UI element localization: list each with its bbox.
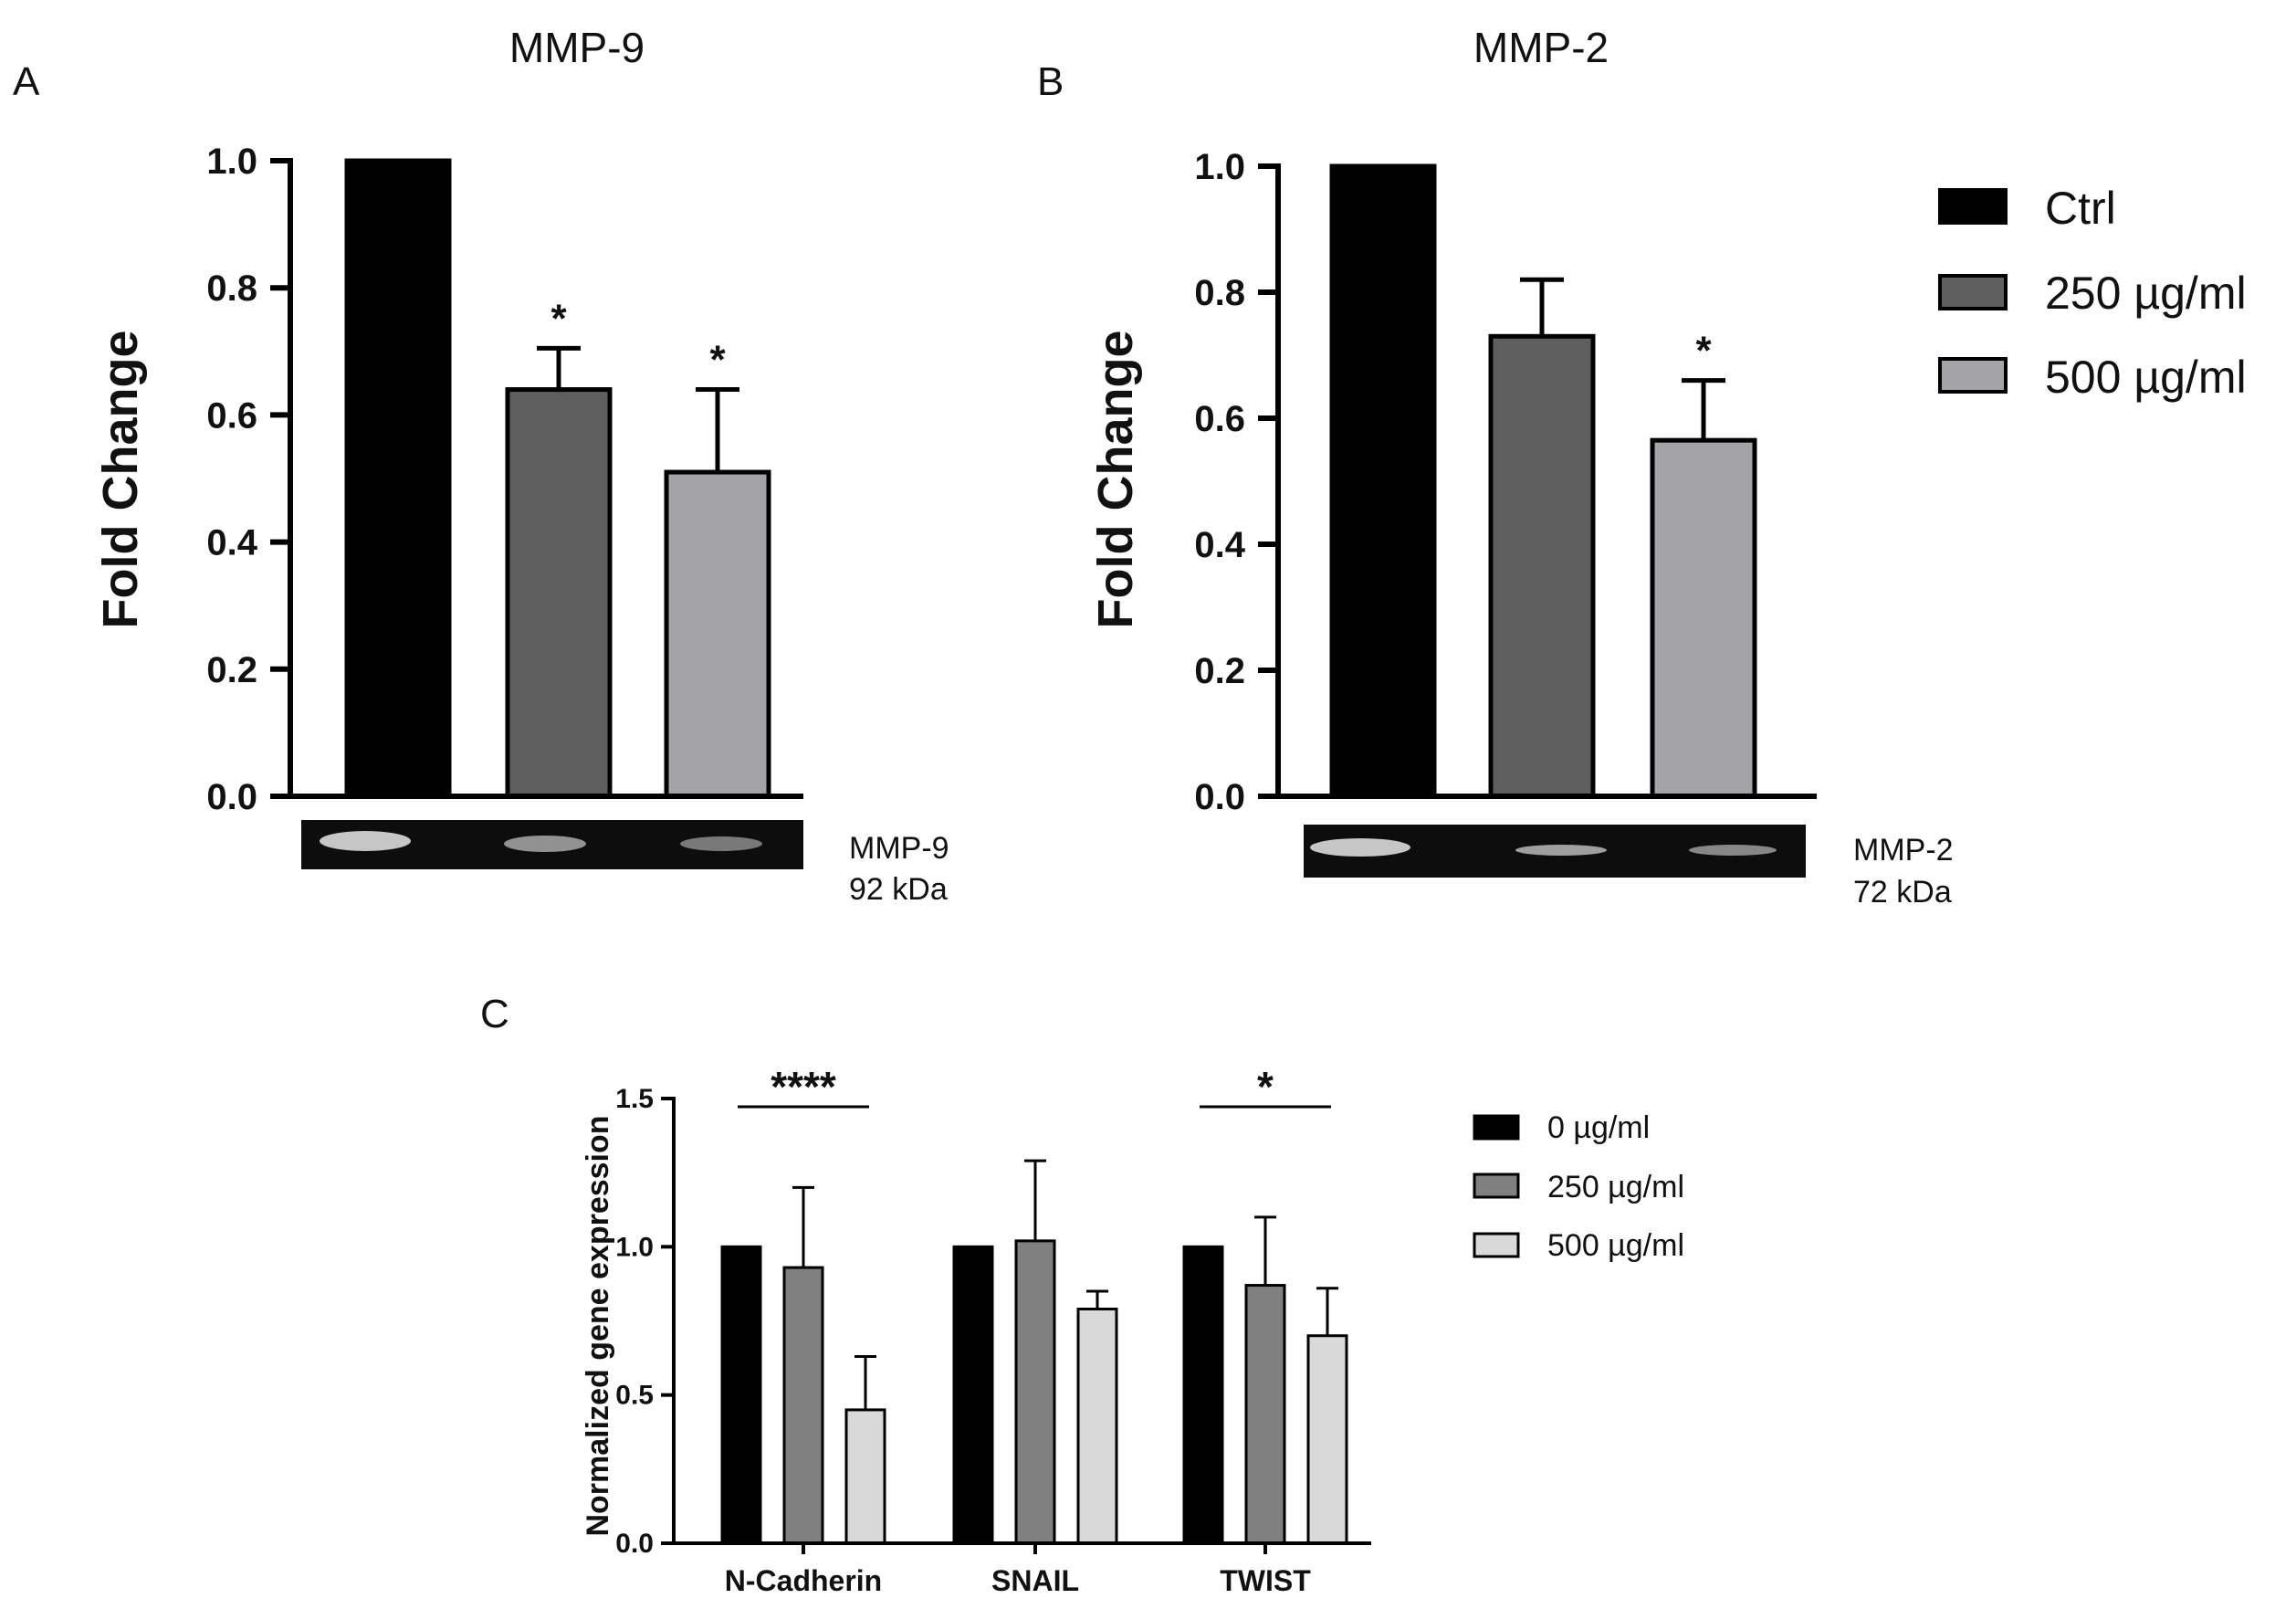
legend-label-ctrl: Ctrl bbox=[2045, 183, 2116, 234]
legend-label-0: 0 µg/ml bbox=[1547, 1110, 1650, 1145]
panel-b: B MMP-2 Fold Change 0.0 0.2 0.4 0.6 0.8 … bbox=[1037, 24, 2247, 910]
bar bbox=[1650, 437, 1757, 799]
legend-label-500: 500 µg/ml bbox=[2045, 352, 2247, 403]
x-category-labels-c: N-Cadherin SNAIL TWIST bbox=[725, 1564, 1311, 1597]
y-axis-label-c: Normalized gene expression bbox=[581, 1115, 615, 1536]
bar bbox=[1306, 1334, 1348, 1545]
y-tick-labels-b: 0.0 0.2 0.4 0.6 0.8 1.0 bbox=[1194, 147, 1245, 817]
legend-swatch-250 bbox=[1938, 274, 2008, 310]
bar bbox=[844, 1408, 886, 1545]
y-tick-label: 0.0 bbox=[615, 1529, 654, 1559]
blot-label-a: MMP-9 bbox=[849, 831, 949, 866]
bar bbox=[1014, 1239, 1056, 1545]
legend-swatch-ctrl bbox=[1938, 188, 2008, 225]
significance-mark: * bbox=[1257, 1063, 1274, 1110]
western-blot-a bbox=[301, 820, 803, 869]
panel-c: C Normalized gene expression 0.0 0.5 1.0… bbox=[480, 992, 1684, 1597]
bar bbox=[1076, 1308, 1118, 1545]
panel-letter-c: C bbox=[480, 992, 509, 1036]
y-tick-label: 1.0 bbox=[206, 142, 257, 182]
blot-size-a: 92 kDa bbox=[849, 872, 948, 907]
blot-band bbox=[320, 831, 411, 851]
legend-label-500: 500 µg/ml bbox=[1547, 1228, 1684, 1263]
significance-brackets-c: **** * bbox=[771, 1063, 1274, 1110]
bar bbox=[782, 1266, 824, 1545]
bar bbox=[344, 158, 452, 799]
bars-c bbox=[661, 1097, 1371, 1554]
y-axis-label-b: Fold Change bbox=[1088, 331, 1143, 629]
bar bbox=[505, 387, 613, 799]
legend-c: 0 µg/ml 250 µg/ml 500 µg/ml bbox=[1473, 1110, 1684, 1263]
blot-band bbox=[1310, 838, 1410, 857]
bar bbox=[952, 1245, 994, 1545]
y-tick-label: 0.6 bbox=[1194, 399, 1245, 439]
blot-label-b: MMP-2 bbox=[1853, 833, 1954, 868]
blot-size-b: 72 kDa bbox=[1853, 875, 1952, 910]
blot-band bbox=[1515, 845, 1607, 856]
significance-mark: * bbox=[709, 338, 726, 383]
x-category-label: N-Cadherin bbox=[725, 1564, 882, 1597]
chart-title-a: MMP-9 bbox=[509, 24, 645, 71]
blot-band bbox=[504, 836, 586, 852]
bar bbox=[1182, 1245, 1224, 1545]
legend-label-250: 250 µg/ml bbox=[2045, 268, 2247, 319]
panel-a: A MMP-9 Fold Change 0.0 0.2 0.4 0.6 0.8 … bbox=[13, 24, 949, 907]
panel-letter-a: A bbox=[13, 59, 40, 104]
western-blot-b bbox=[1304, 825, 1806, 878]
y-tick-label: 0.0 bbox=[1194, 777, 1245, 817]
significance-marks-a: * * bbox=[550, 296, 726, 382]
y-tick-label: 1.5 bbox=[615, 1084, 654, 1114]
blot-band bbox=[1689, 845, 1777, 856]
y-axis-label-a: Fold Change bbox=[93, 331, 148, 629]
legend-swatch-250 bbox=[1473, 1173, 1520, 1199]
significance-marks-b: * bbox=[1695, 329, 1712, 373]
panel-letter-b: B bbox=[1037, 59, 1064, 104]
x-category-label: SNAIL bbox=[991, 1564, 1079, 1597]
significance-mark: * bbox=[550, 296, 567, 341]
y-tick-label: 0.5 bbox=[615, 1381, 654, 1411]
y-tick-label: 1.0 bbox=[1194, 147, 1245, 187]
y-tick-labels-a: 0.0 0.2 0.4 0.6 0.8 1.0 bbox=[206, 142, 257, 817]
bar bbox=[720, 1245, 762, 1545]
legend-swatch-0 bbox=[1473, 1114, 1520, 1141]
bar bbox=[664, 469, 771, 799]
bars-a bbox=[270, 158, 803, 799]
y-tick-labels-c: 0.0 0.5 1.0 1.5 bbox=[615, 1084, 654, 1559]
y-tick-label: 0.8 bbox=[1194, 273, 1245, 313]
chart-title-b: MMP-2 bbox=[1473, 24, 1609, 71]
significance-mark: **** bbox=[771, 1063, 836, 1110]
y-tick-label: 0.6 bbox=[206, 395, 257, 436]
legend-swatch-500 bbox=[1473, 1232, 1520, 1258]
blot-band bbox=[680, 836, 762, 851]
y-tick-label: 0.8 bbox=[206, 268, 257, 309]
significance-mark: * bbox=[1695, 329, 1712, 373]
y-tick-label: 0.4 bbox=[1194, 525, 1245, 565]
y-tick-label: 1.0 bbox=[615, 1232, 654, 1262]
y-tick-label: 0.0 bbox=[206, 777, 257, 817]
y-tick-label: 0.4 bbox=[206, 523, 257, 563]
legend-ab: Ctrl 250 µg/ml 500 µg/ml bbox=[1938, 183, 2247, 403]
legend-swatch-500 bbox=[1938, 357, 2008, 394]
bar bbox=[1488, 333, 1596, 799]
bar bbox=[1329, 163, 1437, 799]
legend-label-250: 250 µg/ml bbox=[1547, 1170, 1684, 1204]
bars-b bbox=[1258, 163, 1817, 799]
y-tick-label: 0.2 bbox=[206, 650, 257, 690]
bar bbox=[1244, 1284, 1286, 1545]
y-tick-label: 0.2 bbox=[1194, 651, 1245, 691]
x-category-label: TWIST bbox=[1220, 1564, 1311, 1597]
